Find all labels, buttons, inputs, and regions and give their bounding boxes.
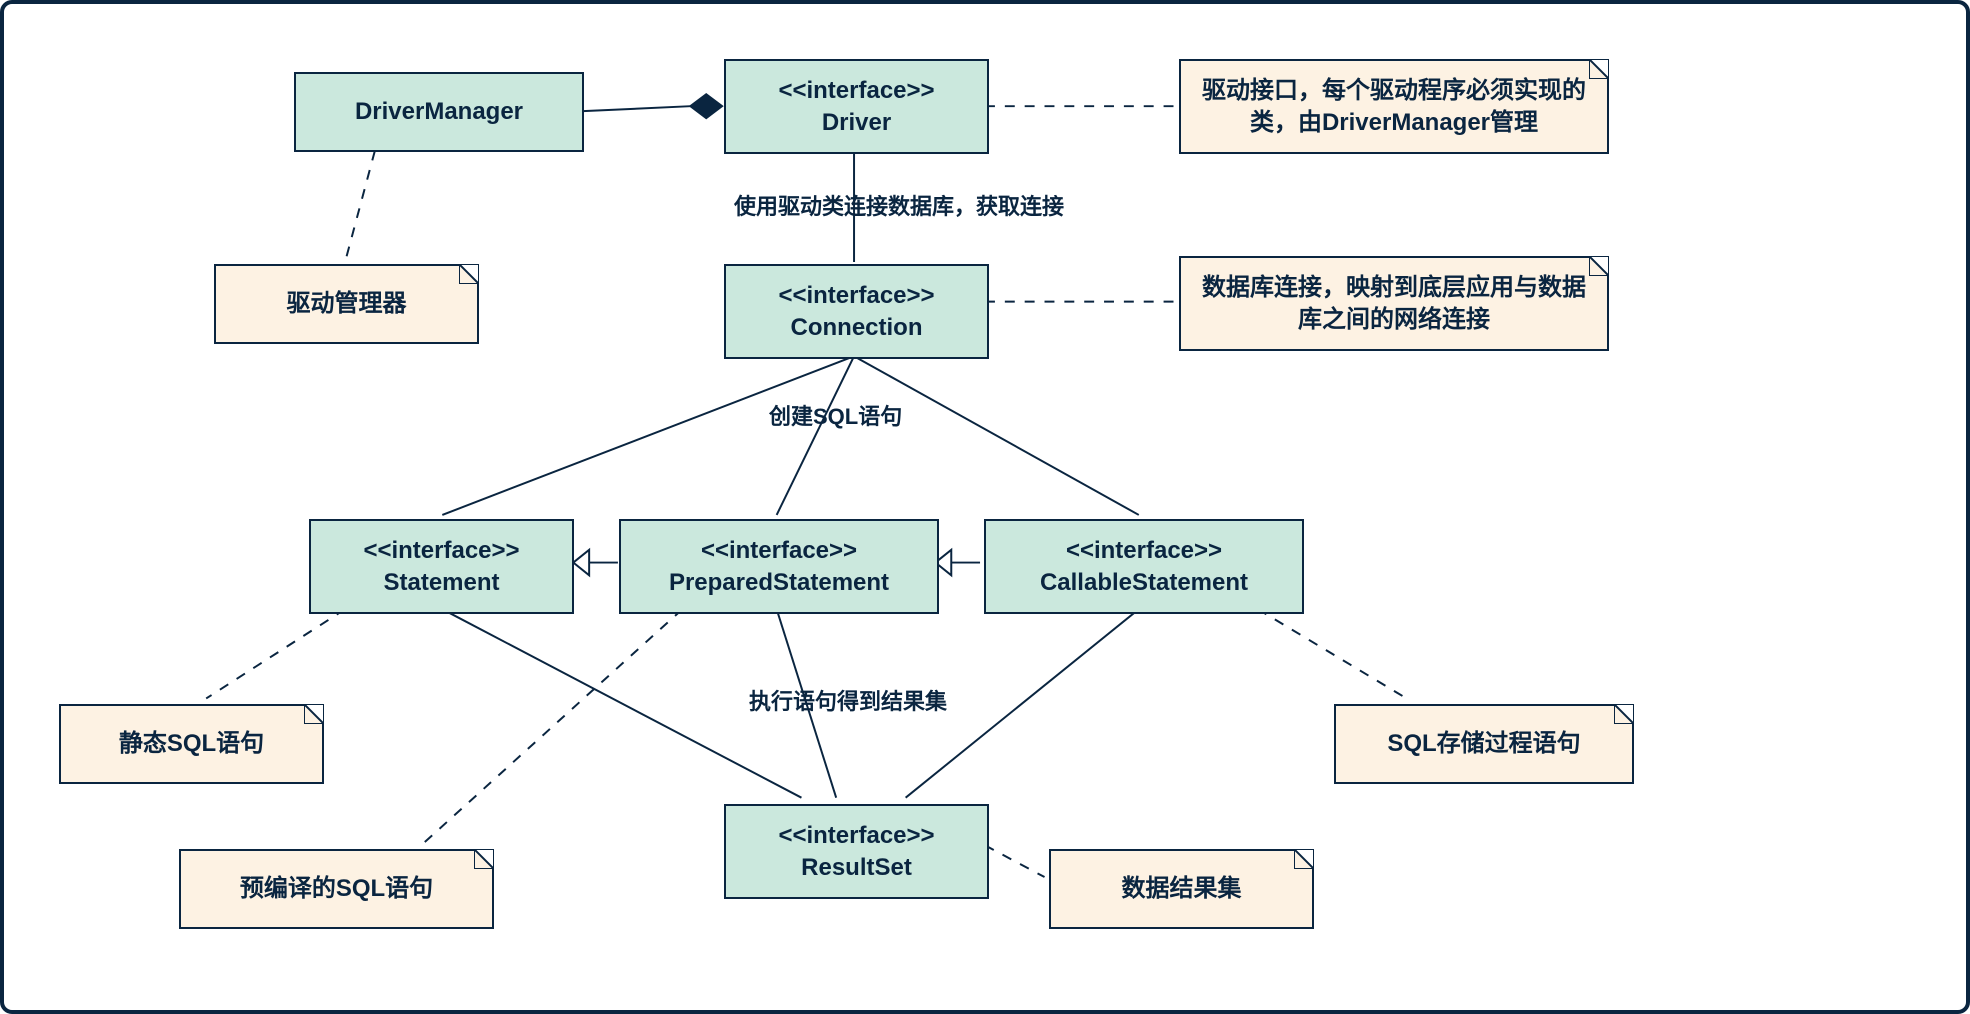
- edge-prep-gen-stmt: [573, 550, 618, 575]
- class-driver: <<interface>>Driver: [724, 59, 989, 154]
- edge-dm-driver-agg: [583, 94, 722, 118]
- edge-note-stmt-dash: [206, 609, 345, 698]
- edge-conn-stmt: [442, 356, 854, 515]
- note-fold-icon: [1589, 256, 1609, 276]
- edge-label-l3: 执行语句得到结果集: [749, 684, 947, 716]
- note-fold-icon: [1294, 849, 1314, 869]
- note-text: SQL存储过程语句: [1387, 728, 1580, 759]
- edge-label-l2: 创建SQL语句: [769, 399, 902, 431]
- class-resultSet: <<interface>>ResultSet: [724, 804, 989, 899]
- class-prepared: <<interface>>PreparedStatement: [619, 519, 939, 614]
- stereotype-label: <<interface>>: [778, 820, 934, 851]
- stereotype-label: <<interface>>: [363, 535, 519, 566]
- note-text: 数据库连接，映射到底层应用与数据库之间的网络连接: [1201, 272, 1587, 334]
- note-text: 驱动管理器: [287, 288, 407, 319]
- edge-label-l1: 使用驱动类连接数据库，获取连接: [734, 189, 1064, 221]
- class-name-label: ResultSet: [801, 852, 912, 883]
- note-noteMgr: 驱动管理器: [214, 264, 479, 344]
- class-name-label: Driver: [822, 107, 891, 138]
- note-fold-icon: [474, 849, 494, 869]
- note-noteStmt: 静态SQL语句: [59, 704, 324, 784]
- edge-note-rs-dash: [985, 845, 1045, 877]
- diagram-canvas: DriverManager<<interface>>Driver<<interf…: [0, 0, 1970, 1014]
- edge-note-mgr-dash: [345, 151, 375, 262]
- class-name-label: PreparedStatement: [669, 567, 889, 598]
- class-name-label: CallableStatement: [1040, 567, 1248, 598]
- stereotype-label: <<interface>>: [778, 280, 934, 311]
- note-text: 数据结果集: [1122, 873, 1242, 904]
- edge-conn-call: [854, 356, 1139, 515]
- note-noteDriver: 驱动接口，每个驱动程序必须实现的类，由DriverManager管理: [1179, 59, 1609, 154]
- stereotype-label: <<interface>>: [778, 75, 934, 106]
- stereotype-label: <<interface>>: [1066, 535, 1222, 566]
- class-name-label: Connection: [791, 312, 923, 343]
- note-fold-icon: [1589, 59, 1609, 79]
- note-noteRS: 数据结果集: [1049, 849, 1314, 929]
- stereotype-label: <<interface>>: [701, 535, 857, 566]
- note-noteCall: SQL存储过程语句: [1334, 704, 1634, 784]
- note-fold-icon: [459, 264, 479, 284]
- note-fold-icon: [304, 704, 324, 724]
- class-driverManager: DriverManager: [294, 72, 584, 152]
- edge-note-call-dash: [1258, 609, 1407, 698]
- stereotype-label: DriverManager: [355, 96, 523, 127]
- edge-conn-prep: [777, 356, 854, 515]
- note-text: 预编译的SQL语句: [240, 873, 433, 904]
- edge-call-gen-prep: [935, 550, 980, 575]
- edge-stmt-rs: [442, 609, 801, 798]
- class-callable: <<interface>>CallableStatement: [984, 519, 1304, 614]
- class-statement: <<interface>>Statement: [309, 519, 574, 614]
- note-fold-icon: [1614, 704, 1634, 724]
- class-connection: <<interface>>Connection: [724, 264, 989, 359]
- note-notePrep: 预编译的SQL语句: [179, 849, 494, 929]
- note-text: 静态SQL语句: [119, 728, 264, 759]
- class-name-label: Statement: [383, 567, 499, 598]
- edge-note-prep-dash: [424, 609, 682, 842]
- note-text: 驱动接口，每个驱动程序必须实现的类，由DriverManager管理: [1201, 75, 1587, 137]
- note-noteConn: 数据库连接，映射到底层应用与数据库之间的网络连接: [1179, 256, 1609, 351]
